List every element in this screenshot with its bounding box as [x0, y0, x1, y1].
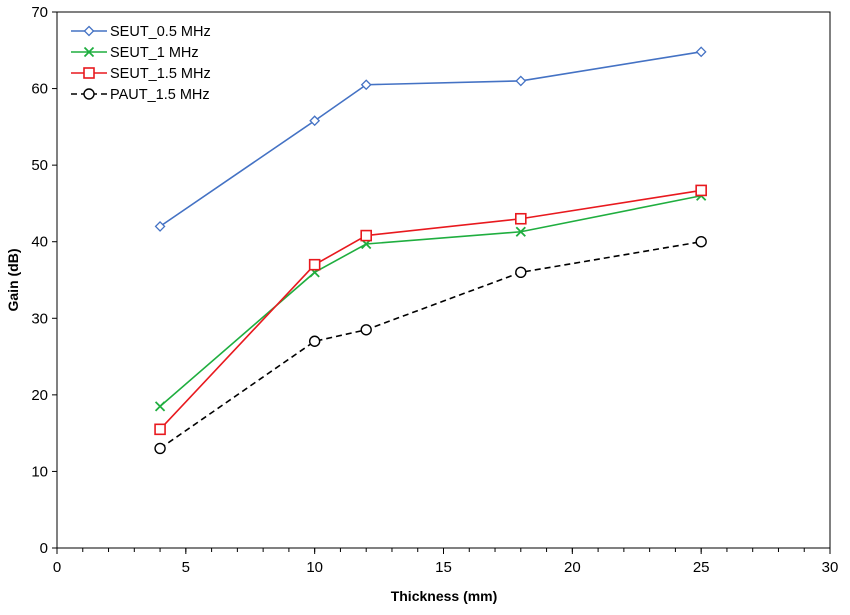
data-point: [154, 401, 166, 412]
y-tick-label: 50: [31, 157, 48, 174]
y-axis-title: Gain (dB): [5, 249, 21, 312]
series-1: [154, 46, 707, 232]
data-point: [695, 184, 707, 197]
legend-item: SEUT_1.5 MHz: [71, 66, 211, 82]
legend-label: SEUT_1 MHz: [110, 45, 199, 61]
data-point: [360, 79, 372, 91]
data-point: [308, 258, 321, 271]
data-point-stroke: [154, 401, 166, 412]
legend-label: SEUT_1.5 MHz: [110, 66, 211, 82]
x-tick-label: 20: [564, 559, 581, 576]
legend-marker: [83, 46, 95, 58]
data-point: [515, 75, 527, 87]
data-point: [360, 229, 373, 242]
y-tick-label: 40: [31, 234, 48, 251]
x-tick-label: 25: [693, 559, 710, 576]
legend-item: PAUT_1.5 MHz: [71, 87, 210, 103]
plot-area: 0 5 10 15 20 25 30 0 10 20 30 40 50 60 70: [31, 4, 838, 576]
y-tick-label: 20: [31, 387, 48, 404]
data-point: [695, 46, 707, 58]
data-point: [695, 236, 707, 248]
x-tick-label: 5: [182, 559, 190, 576]
x-axis-title: Thickness (mm): [391, 588, 498, 604]
legend-item: SEUT_1 MHz: [71, 45, 199, 61]
series-3: [154, 184, 707, 436]
data-point: [360, 324, 372, 336]
y-tick-label: 60: [31, 81, 48, 98]
legend: SEUT_0.5 MHz SEUT_1 MHz SEUT_1.5 MHz PAUT_1…: [71, 24, 211, 103]
data-point: [154, 423, 166, 436]
data-point: [515, 266, 527, 279]
data-point: [308, 335, 321, 347]
legend-label: SEUT_0.5 MHz: [110, 24, 211, 40]
data-point: [154, 442, 166, 455]
y-tick-label: 70: [31, 4, 48, 21]
x-tick-label: 0: [53, 559, 61, 576]
legend-marker-stroke: [83, 46, 95, 58]
data-point: [515, 226, 526, 237]
x-tick-label: 30: [822, 559, 839, 576]
y-tick-label: 10: [31, 463, 48, 480]
data-point: [154, 220, 166, 232]
legend-marker: [83, 88, 95, 100]
y-tick-label: 0: [40, 540, 48, 557]
data-point-stroke: [515, 226, 526, 237]
data-point: [309, 115, 321, 127]
x-tick-label: 15: [435, 559, 452, 576]
x-tick-label: 10: [306, 559, 323, 576]
series-4: [154, 236, 707, 455]
data-point: [514, 212, 527, 225]
legend-marker: [83, 25, 95, 37]
legend-item: SEUT_0.5 MHz: [71, 24, 211, 40]
y-tick-label: 30: [31, 310, 48, 327]
legend-marker: [83, 67, 95, 79]
legend-label: PAUT_1.5 MHz: [110, 87, 210, 103]
